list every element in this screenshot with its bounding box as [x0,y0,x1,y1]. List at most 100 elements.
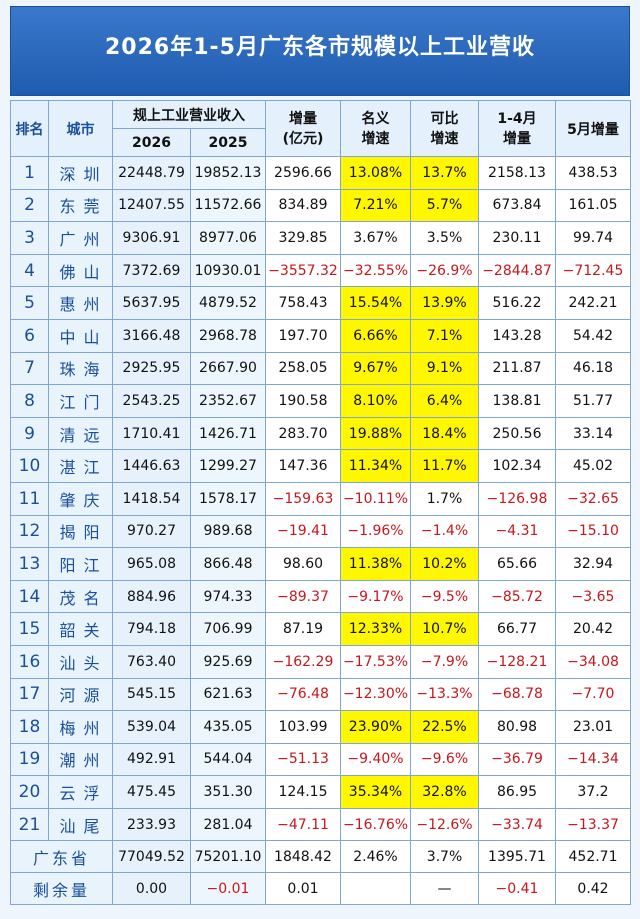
cell: 33.14 [555,416,631,451]
cell: 46.18 [555,351,631,386]
column-header: 排名 [10,100,49,157]
rank: 8 [10,384,49,418]
cell: 35.34% [340,775,411,809]
data-row: 5 惠州 5637.95 4879.52 758.43 15.54% 13.9% 516.22… [10,286,631,320]
cell: 3.7% [410,840,479,874]
cell: 11572.66 [190,188,266,223]
city: 惠州 [48,286,113,320]
cell: 4879.52 [190,286,266,320]
cell: 19852.13 [190,156,266,190]
city: 深圳 [48,156,113,190]
cell: 2925.95 [112,351,191,386]
cell: −26.9% [410,253,479,288]
cell: 435.05 [190,710,266,744]
data-row: 1 深圳 22448.79 19852.13 2596.66 13.08% 13.7% 215… [10,156,631,190]
cell: −7.9% [410,644,479,679]
cell: −162.29 [265,644,341,679]
data-row: 4 佛山 7372.69 10930.01 −3557.32 −32.55% −26.9% −… [10,253,631,288]
cell: 925.69 [190,644,266,679]
cell: −712.45 [555,253,631,288]
rank: 20 [10,775,49,809]
rank: 13 [10,547,49,581]
cell: 2543.25 [112,384,191,418]
cell: 190.58 [265,384,341,418]
cell: −51.13 [265,742,341,777]
data-row: 8 江门 2543.25 2352.67 190.58 8.10% 6.4% 138.81 51… [10,384,631,418]
cell: 99.74 [555,221,631,255]
cell: −85.72 [478,579,556,614]
cell: −17.53% [340,644,411,679]
header-line: 增量 [289,110,317,127]
cell: 20.42 [555,612,631,646]
cell: 763.40 [112,644,191,679]
city: 佛山 [48,253,113,288]
header-line: 增速 [430,130,459,147]
cell: 794.18 [112,612,191,646]
cell: 13.7% [410,156,479,190]
rank: 5 [10,286,49,320]
cell: 7.21% [340,188,411,223]
cell: 12407.55 [112,188,191,223]
cell: −12.6% [410,807,479,842]
rank: 18 [10,710,49,744]
cell: 103.99 [265,710,341,744]
data-row: 7 珠海 2925.95 2667.90 258.05 9.67% 9.1% 211.87 46… [10,351,631,386]
cell: 233.93 [112,807,191,842]
rank: 19 [10,742,49,777]
table-header: 排名 城市 规上工业营业收入 增量 (亿元) 名义 增速 可比 增速 1-4月 增量 5月增量 2026… [10,100,631,157]
cell: 138.81 [478,384,556,418]
cell: 673.84 [478,188,556,223]
column-header: 可比 增速 [410,100,479,157]
header-line: 名义 [361,110,390,127]
cell: −1.96% [340,514,411,549]
cell: 98.60 [265,547,341,581]
cell: 1395.71 [478,840,556,874]
cell: 438.53 [555,156,631,190]
cell: 32.8% [410,775,479,809]
city: 云浮 [48,775,113,809]
data-row: 11 肇庆 1418.54 1578.17 −159.63 −10.11% 1.7% −126… [10,481,631,516]
data-row: 14 茂名 884.96 974.33 −89.37 −9.17% −9.5% −85.72−… [10,579,631,614]
cell: 1578.17 [190,481,266,516]
cell: −12.30% [340,677,411,712]
rank: 3 [10,221,49,255]
data-row: 10 湛江 1446.63 1299.27 147.36 11.34% 11.7% 102.3… [10,449,631,483]
cell: 1848.42 [265,840,341,874]
cell: 758.43 [265,286,341,320]
cell: 866.48 [190,547,266,581]
cell: 230.11 [478,221,556,255]
cell: 0.01 [265,872,341,906]
rank: 7 [10,351,49,386]
cell: −9.5% [410,579,479,614]
cell: 15.54% [340,286,411,320]
city: 广州 [48,221,113,255]
cell: 281.04 [190,807,266,842]
cell: 19.88% [340,416,411,451]
cell: 9306.91 [112,221,191,255]
cell: −19.41 [265,514,341,549]
column-header: 2025 [190,128,266,157]
cell: 161.05 [555,188,631,223]
cell: 258.05 [265,351,341,386]
table: 排名 城市 规上工业营业收入 增量 (亿元) 名义 增速 可比 增速 1-4月 增量 5月增量 2026… [10,100,631,906]
cell: 22448.79 [112,156,191,190]
cell: 0.42 [555,872,631,906]
data-row: 15 韶关 794.18 706.99 87.19 12.33% 10.7% 66.77 20.… [10,612,631,646]
cell: −68.78 [478,677,556,712]
cell: 13.08% [340,156,411,190]
cell: 706.99 [190,612,266,646]
cell: 5.7% [410,188,479,223]
data-row: 19 潮州 492.91 544.04 −51.13 −9.40% −9.6% −36.79−… [10,742,631,777]
cell: 965.08 [112,547,191,581]
cell: 242.21 [555,286,631,320]
rank: 9 [10,416,49,451]
cell: −3557.32 [265,253,341,288]
city: 潮州 [48,742,113,777]
cell: 124.15 [265,775,341,809]
data-row: 18 梅州 539.04 435.05 103.99 23.90% 22.5% 80.98 23… [10,710,631,744]
cell: 1446.63 [112,449,191,483]
cell: 37.2 [555,775,631,809]
rank: 21 [10,807,49,842]
column-header: 规上工业营业收入 [112,100,266,129]
cell: −33.74 [478,807,556,842]
